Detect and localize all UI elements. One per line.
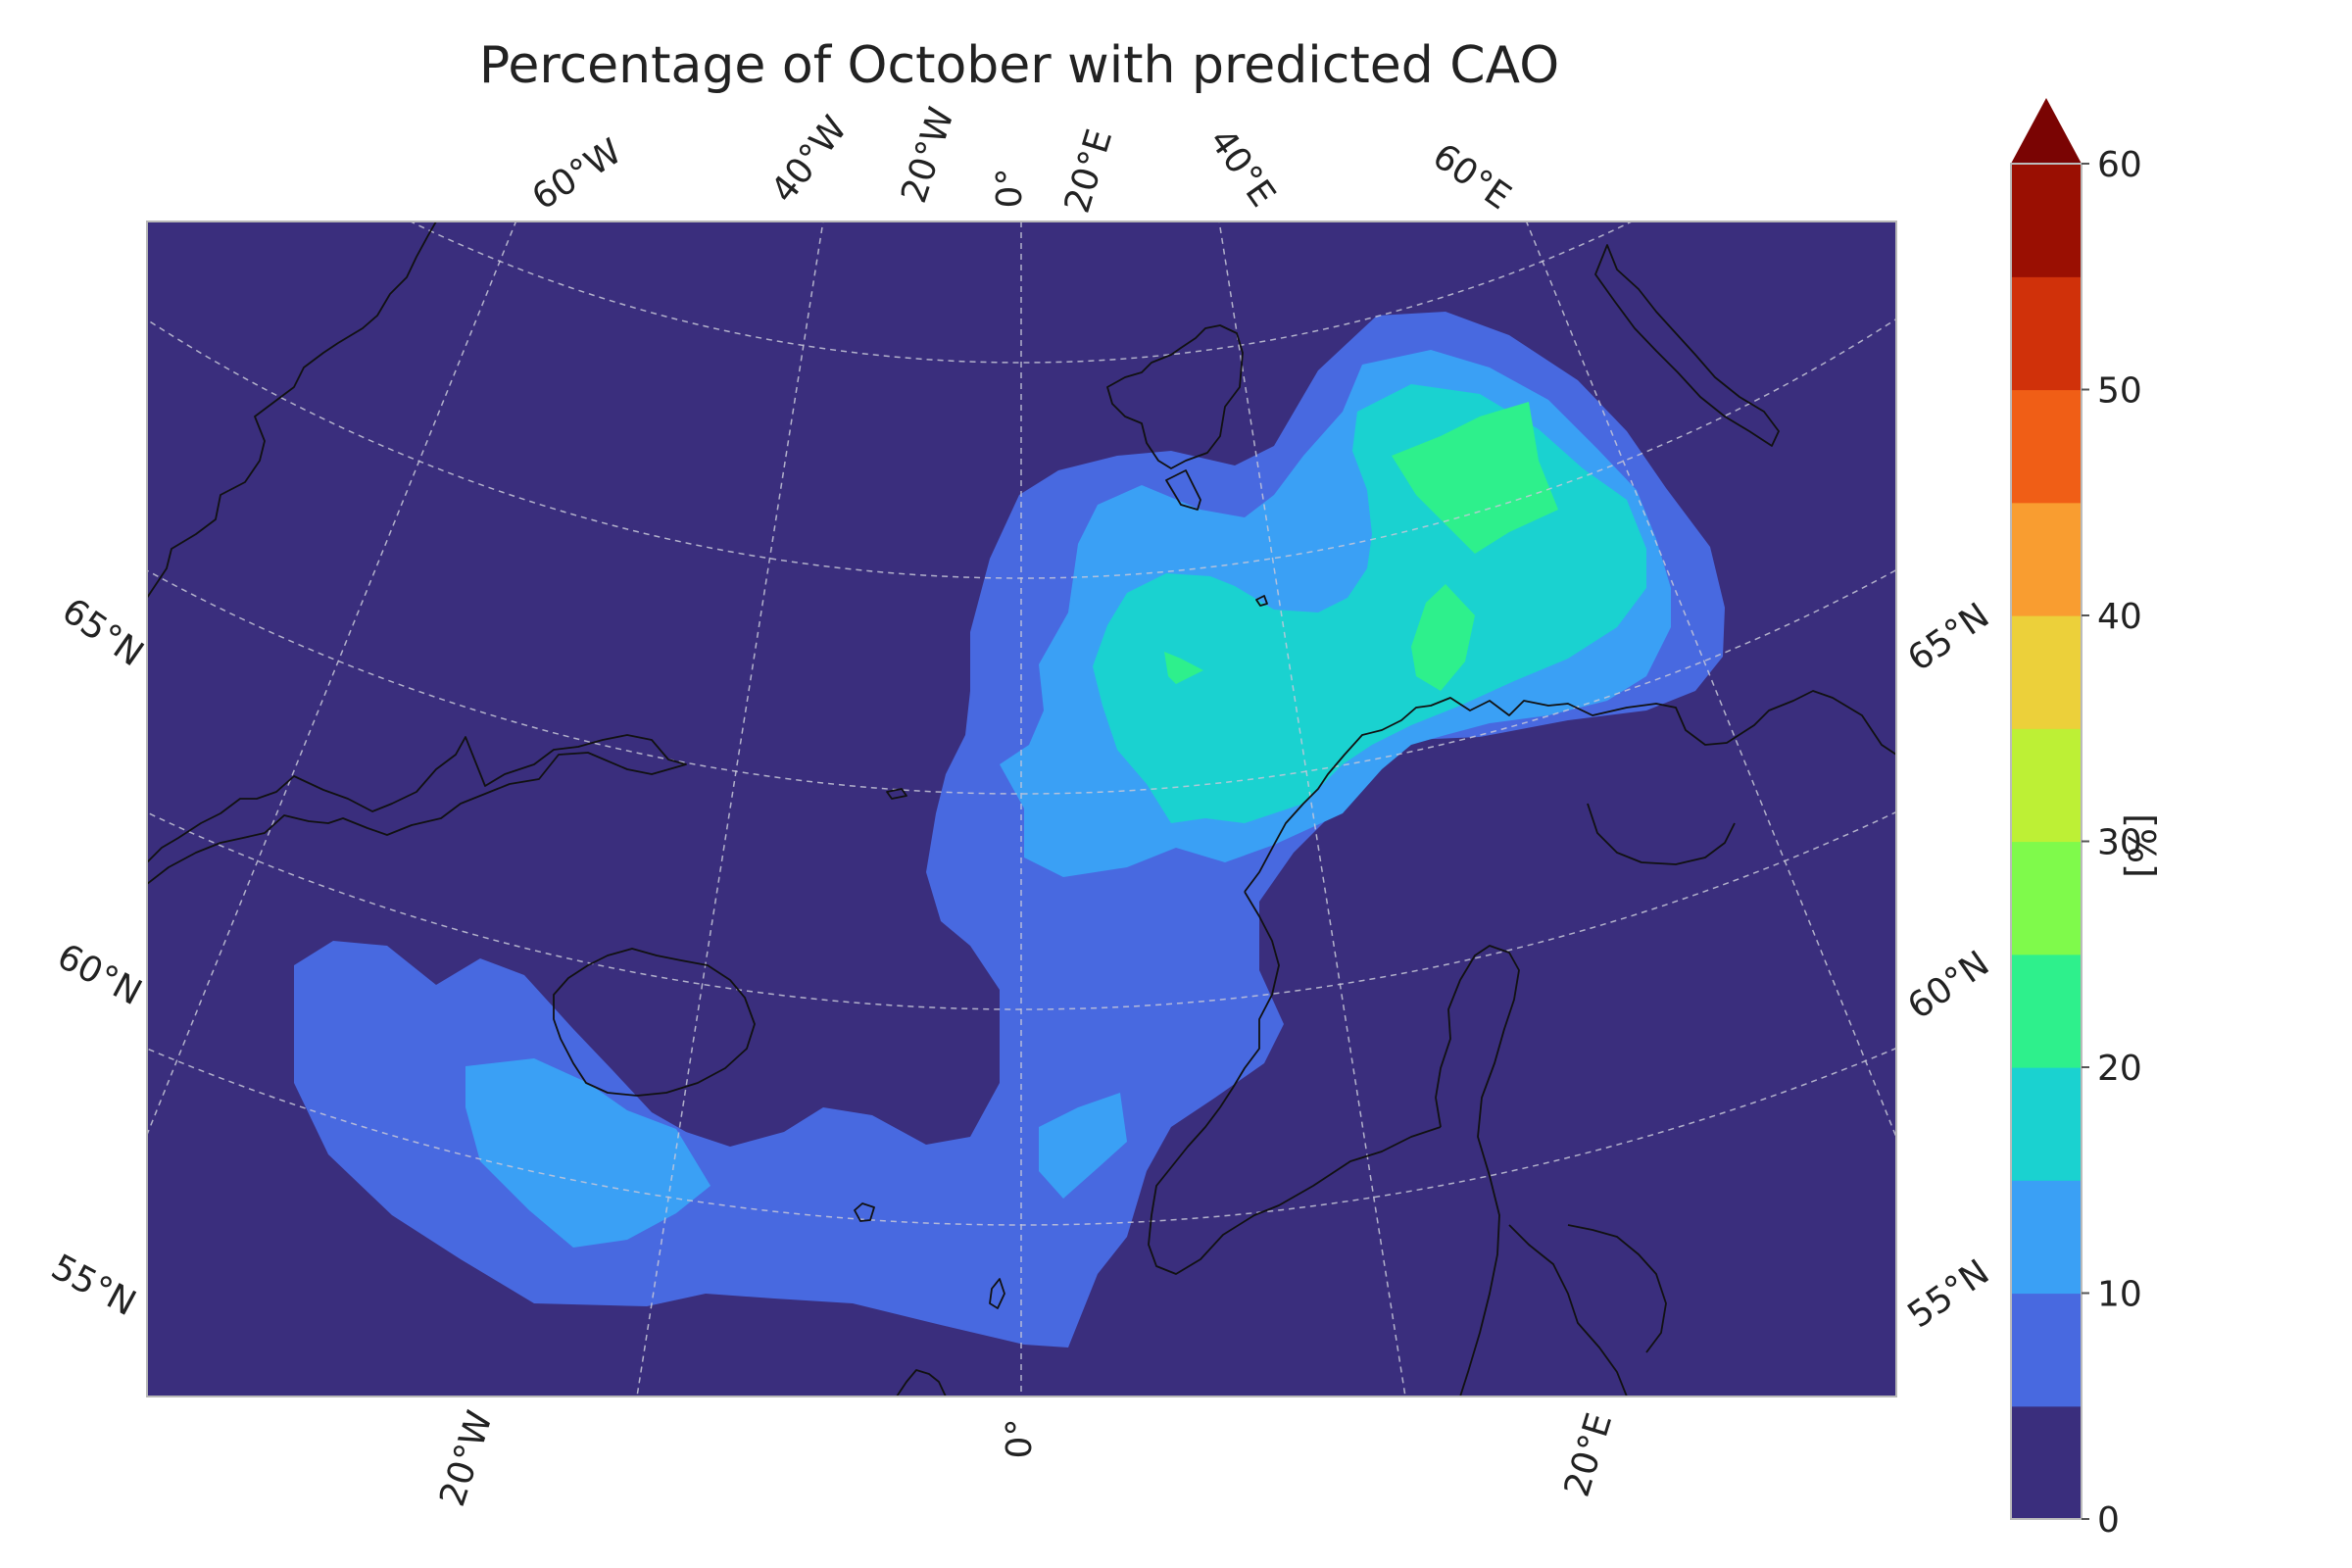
coastline-svalbard [1106,324,1244,511]
colorbar-band [2011,841,2082,956]
coastline-baltic [1435,803,1736,1396]
colorbar-band [2011,276,2082,391]
colorbar-tick-label: 10 [2097,1275,2142,1315]
colorbar-tick-label: 50 [2097,371,2142,412]
coastline-faroe [854,1202,875,1222]
field-region-norwegian-sea-spot-a [1411,584,1475,691]
colorbar-tick-label: 40 [2097,597,2142,637]
colorbar: 0 10 20 30 40 50 60 [%] [2010,98,2163,1541]
field-region-norwegian-sea-spot-b [1164,652,1203,684]
lat-label-right-55n: 55°N [1900,1252,1996,1337]
colorbar-tick-label: 30 [2097,823,2142,863]
lon-label-top-20w: 20°W [894,103,962,208]
map-title: Percentage of October with predicted CAO [479,36,1559,95]
lon-label-top-40w: 40°W [763,109,856,211]
colorbar-band [2011,954,2082,1068]
lat-label-right-65n: 65°N [1900,596,1996,680]
colorbar-band [2011,728,2082,843]
map-frame [146,220,1897,1397]
lon-label-bottom-20w: 20°W [432,1406,501,1511]
coastline-jan-mayen [886,788,907,800]
field-region-barents-sea-max [1392,402,1558,554]
field-region-south-iceland-core [466,1058,710,1248]
colorbar-band [2011,1293,2082,1407]
colorbar-bands [2011,164,2082,1520]
field-contours [294,312,1725,1348]
colorbar-tick-label: 60 [2097,145,2142,185]
lon-label-top-20e: 20°E [1057,124,1121,218]
lat-label-right-60n: 60°N [1900,944,1996,1028]
lon-label-bottom-0: 0° [1000,1419,1040,1459]
lat-label-left-65n: 65°N [55,591,151,675]
colorbar-tick-label: 20 [2097,1049,2142,1089]
coastline-novaya-zemlya [1594,244,1780,447]
lon-label-top-60e: 60°E [1425,136,1517,218]
colorbar-band [2011,1180,2082,1295]
colorbar-label: [%] [2120,813,2163,878]
colorbar-tick-label: 0 [2097,1500,2120,1541]
lon-label-bottom-20e: 20°E [1557,1408,1621,1501]
colorbar-ticks: 0 10 20 30 40 50 60 [2082,145,2142,1541]
coastlines [147,221,1896,1396]
colorbar-band [2011,1405,2082,1520]
coastline-britain [896,1369,947,1396]
colorbar-extend-arrow [2011,98,2082,164]
colorbar-band [2011,164,2082,277]
coastline-greenland [147,221,687,885]
colorbar-band [2011,502,2082,616]
lon-labels-bottom: 20°W 0° 20°E [432,1406,1620,1511]
lat-label-left-60n: 60°N [51,936,148,1013]
colorbar-band [2011,1067,2082,1181]
lat-label-left-55n: 55°N [45,1247,142,1324]
coastline-iceland [553,948,756,1097]
lon-labels-top: 60°W 40°W 20°W 0° 20°E 40°E 60°E [525,103,1518,219]
lat-labels-right: 65°N 60°N 55°N [1900,596,1996,1337]
colorbar-band [2011,389,2082,504]
lon-label-top-0: 0° [990,169,1030,209]
field-region-north-sea-core [1039,1093,1127,1199]
colorbar-band [2011,615,2082,729]
coastline-shetland [989,1278,1005,1309]
lon-label-top-60w: 60°W [525,131,629,219]
coastline-scandinavia-north [1244,690,1896,893]
lon-label-top-40e: 40°E [1201,122,1283,214]
coastline-bear-island [1255,595,1268,607]
lat-labels-left: 65°N 60°N 55°N [45,591,151,1324]
coastline-norway-west [1148,891,1442,1275]
